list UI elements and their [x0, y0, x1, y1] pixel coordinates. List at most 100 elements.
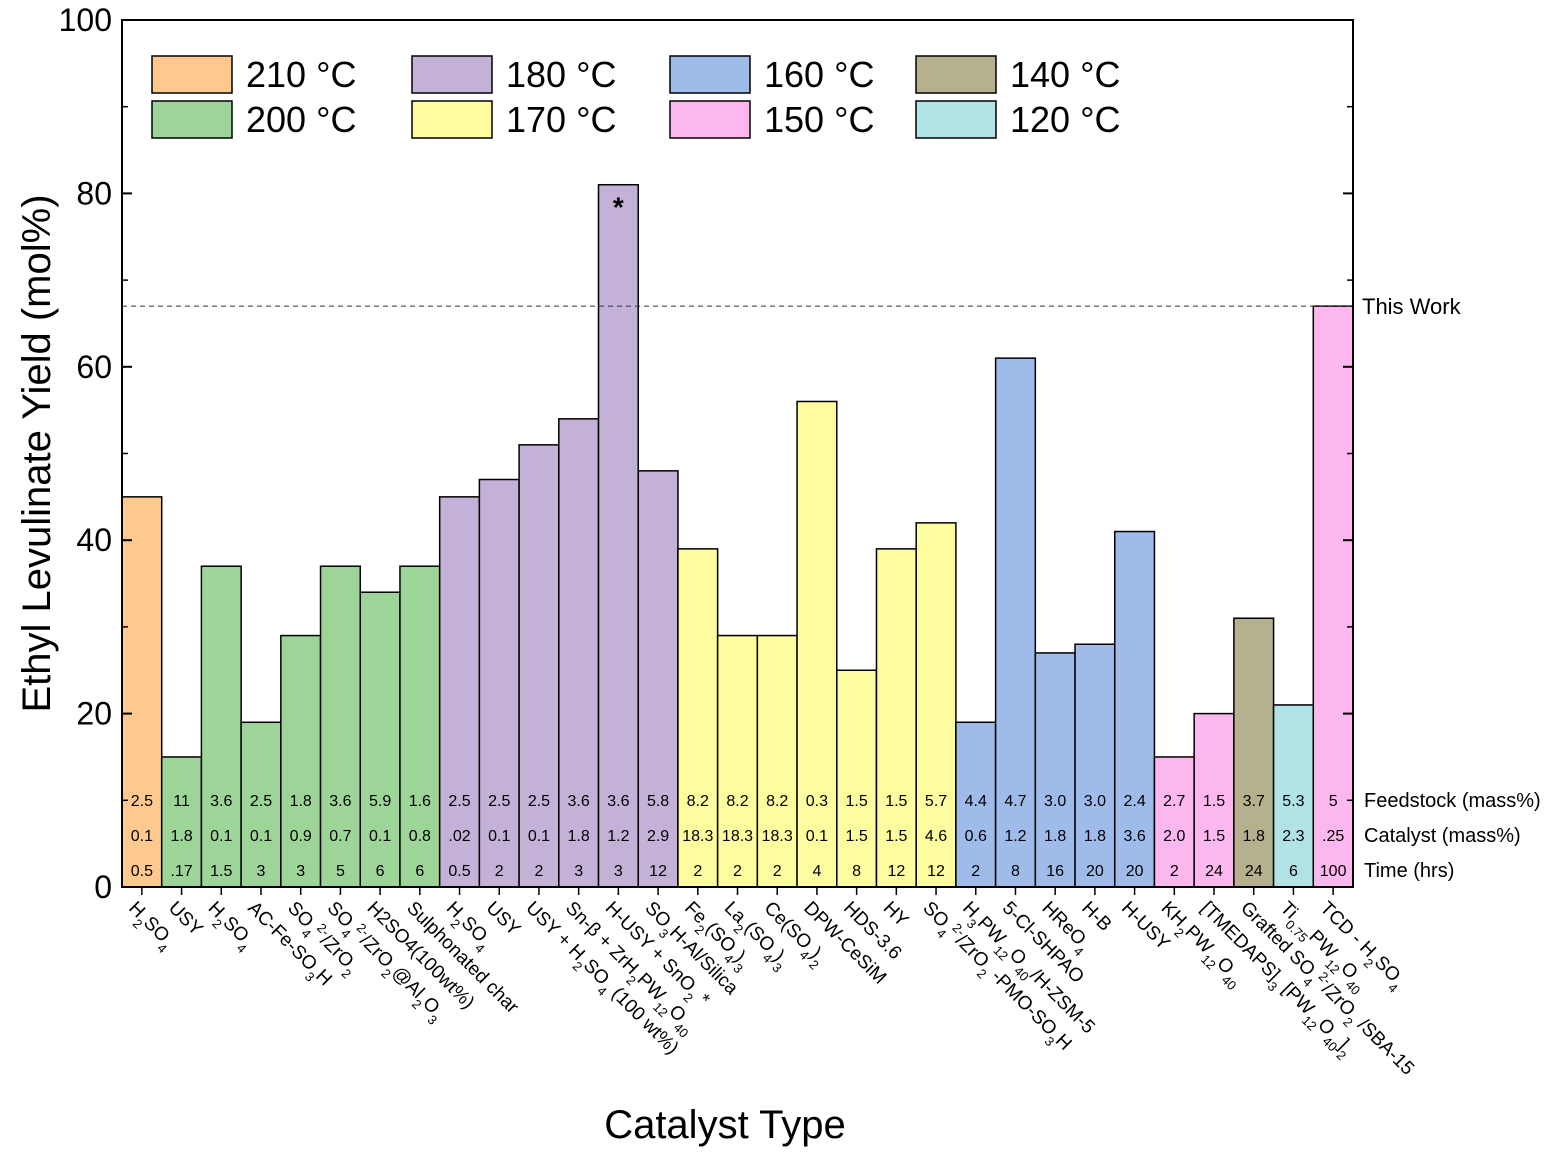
bar-12: [597, 183, 639, 888]
legend-label: 120 °C: [1010, 99, 1120, 140]
bar-4: [280, 634, 322, 888]
bar-0: [121, 496, 163, 888]
y-axis-title: Ethyl Levulinate Yield (mol%): [15, 194, 59, 712]
feedstock-value-18: 1.5: [846, 793, 868, 810]
feedstock-value-15: 8.2: [726, 793, 748, 810]
catalyst-value-16: 18.3: [762, 828, 793, 845]
legend-item-0: 210 °C: [151, 54, 356, 95]
bar-13: [637, 470, 679, 888]
time-value-1: .17: [170, 863, 192, 880]
catalyst-value-11: 1.8: [568, 828, 590, 845]
y-tick-label: 100: [59, 2, 112, 38]
legend-label: 160 °C: [764, 54, 874, 95]
catalyst-value-9: 0.1: [488, 828, 510, 845]
time-value-0: 0.5: [131, 863, 153, 880]
time-value-9: 2: [495, 863, 504, 880]
bar-29: [1272, 704, 1315, 888]
legend-swatch: [669, 100, 751, 139]
time-value-16: 2: [773, 863, 782, 880]
feedstock-value-29: 5.3: [1282, 793, 1304, 810]
legend-item-4: 200 °C: [151, 99, 356, 140]
bar-21: [955, 721, 997, 888]
bar-2: [200, 565, 242, 888]
legend-label: 210 °C: [246, 54, 356, 95]
catalyst-value-13: 2.9: [647, 828, 669, 845]
catalyst-value-17: 0.1: [806, 828, 828, 845]
feedstock-value-2: 3.6: [210, 793, 232, 810]
bar-24: [1074, 643, 1116, 888]
legend-label: 180 °C: [506, 54, 616, 95]
feedstock-value-0: 2.5: [131, 793, 153, 810]
legend-item-2: 160 °C: [669, 54, 874, 95]
time-value-25: 20: [1126, 863, 1144, 880]
time-value-2: 1.5: [210, 863, 232, 880]
legend-item-6: 150 °C: [669, 99, 874, 140]
feedstock-value-20: 5.7: [925, 793, 947, 810]
y-tick-label: 20: [76, 696, 112, 732]
feedstock-value-9: 2.5: [488, 793, 510, 810]
legend-item-3: 140 °C: [915, 54, 1120, 95]
y-tick-label: 80: [76, 175, 112, 211]
legend-swatch: [915, 55, 997, 94]
legend-label: 150 °C: [764, 99, 874, 140]
time-value-17: 4: [812, 863, 821, 880]
bar-27: [1193, 712, 1235, 888]
time-value-5: 5: [336, 863, 345, 880]
feedstock-value-21: 4.4: [965, 793, 987, 810]
catalyst-value-24: 1.8: [1084, 828, 1106, 845]
catalyst-value-1: 1.8: [170, 828, 192, 845]
y-tick-label: 40: [76, 522, 112, 558]
feedstock-value-8: 2.5: [448, 793, 470, 810]
feedstock-value-5: 3.6: [329, 793, 351, 810]
time-value-22: 8: [1011, 863, 1020, 880]
feedstock-value-1: 11: [173, 793, 190, 810]
catalyst-value-27: 1.5: [1203, 828, 1225, 845]
bar-23: [1034, 652, 1076, 888]
time-value-13: 12: [649, 863, 667, 880]
bar-15: [716, 634, 759, 888]
legend-label: 140 °C: [1010, 54, 1120, 95]
catalyst-value-20: 4.6: [925, 828, 947, 845]
bar-16: [756, 634, 798, 888]
catalyst-value-30: .25: [1322, 828, 1344, 845]
catalyst-value-22: 1.2: [1004, 828, 1026, 845]
catalyst-value-14: 18.3: [682, 828, 713, 845]
bar-20: [915, 522, 957, 888]
feedstock-value-26: 2.7: [1163, 793, 1185, 810]
row-label-0: Feedstock (mass%): [1364, 790, 1541, 812]
feedstock-value-12: 3.6: [607, 793, 629, 810]
time-value-30: 100: [1320, 863, 1347, 880]
legend-swatch: [915, 100, 997, 139]
catalyst-value-26: 2.0: [1163, 828, 1185, 845]
catalyst-value-18: 1.5: [846, 828, 868, 845]
time-value-14: 2: [693, 863, 702, 880]
feedstock-value-3: 2.5: [250, 793, 272, 810]
time-value-15: 2: [733, 863, 742, 880]
bar-30: [1312, 305, 1354, 888]
catalyst-value-4: 0.9: [290, 828, 312, 845]
feedstock-value-30: 5: [1329, 793, 1338, 810]
feedstock-value-23: 3.0: [1044, 793, 1066, 810]
legend-swatch: [151, 100, 233, 139]
feedstock-value-16: 8.2: [766, 793, 788, 810]
catalyst-value-8: .02: [448, 828, 470, 845]
legend-label: 200 °C: [246, 99, 356, 140]
axes-layer: This Work * 0 20 40 60 80 100: [59, 2, 1462, 905]
bar-1: [160, 756, 203, 888]
legend-swatch: [411, 55, 493, 94]
time-value-7: 6: [415, 863, 424, 880]
bar-17: [796, 400, 838, 888]
y-tick-label: 60: [76, 349, 112, 385]
legend-item-1: 180 °C: [411, 54, 616, 95]
catalyst-value-19: 1.5: [885, 828, 907, 845]
bar-28: [1233, 617, 1275, 888]
star-annotation: *: [613, 192, 624, 223]
time-value-11: 3: [574, 863, 583, 880]
bar-6: [359, 591, 401, 888]
catalyst-value-5: 0.7: [329, 828, 351, 845]
feedstock-value-7: 1.6: [409, 793, 431, 810]
feedstock-value-24: 3.0: [1084, 793, 1106, 810]
feedstock-value-11: 3.6: [568, 793, 590, 810]
catalyst-value-6: 0.1: [369, 828, 391, 845]
